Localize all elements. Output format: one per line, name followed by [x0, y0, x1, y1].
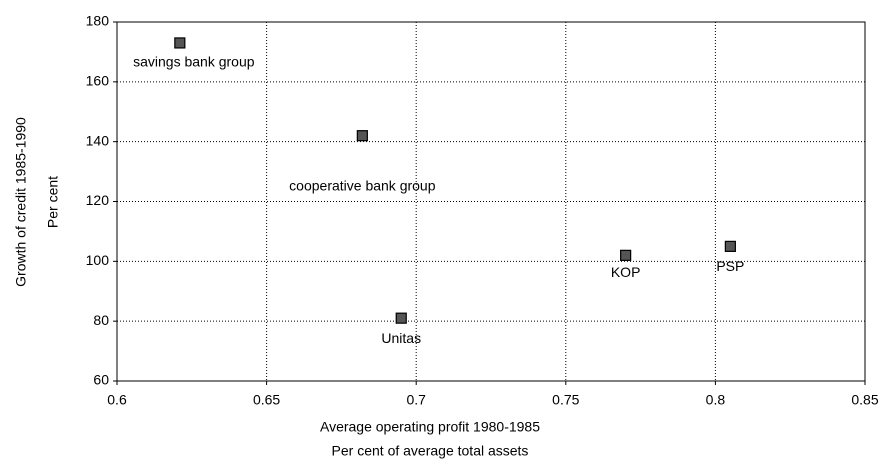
x-tick-label: 0.75 — [552, 392, 579, 408]
point-label: cooperative bank group — [289, 177, 436, 193]
x-tick-label: 0.85 — [851, 392, 878, 408]
x-tick-label: 0.7 — [406, 392, 426, 408]
x-axis-title: Average operating profit 1980-1985 — [320, 419, 540, 435]
point-label: savings bank group — [133, 54, 255, 70]
y-tick-label: 60 — [93, 372, 109, 388]
y-tick-label: 180 — [86, 13, 110, 29]
point — [356, 130, 368, 142]
point-label: Unitas — [381, 330, 421, 346]
y-tick-label: 160 — [86, 73, 110, 89]
y-axis-subtitle: Per cent — [45, 176, 61, 228]
x-axis-subtitle: Per cent of average total assets — [332, 443, 529, 459]
point — [724, 240, 736, 252]
point-label: KOP — [611, 264, 641, 280]
plot-frame — [116, 21, 866, 382]
x-tick-label: 0.8 — [706, 392, 726, 408]
x-tick-label: 0.65 — [253, 392, 280, 408]
y-axis-title: Growth of credit 1985-1990 — [13, 117, 29, 287]
y-tick-label: 100 — [86, 252, 110, 268]
x-tick-label: 0.6 — [107, 392, 127, 408]
y-tick-label: 80 — [93, 312, 109, 328]
point — [620, 249, 632, 261]
point-label: PSP — [716, 258, 744, 274]
y-tick-label: 140 — [86, 132, 110, 148]
point — [395, 312, 407, 324]
point — [174, 37, 186, 49]
y-tick-label: 120 — [86, 192, 110, 208]
